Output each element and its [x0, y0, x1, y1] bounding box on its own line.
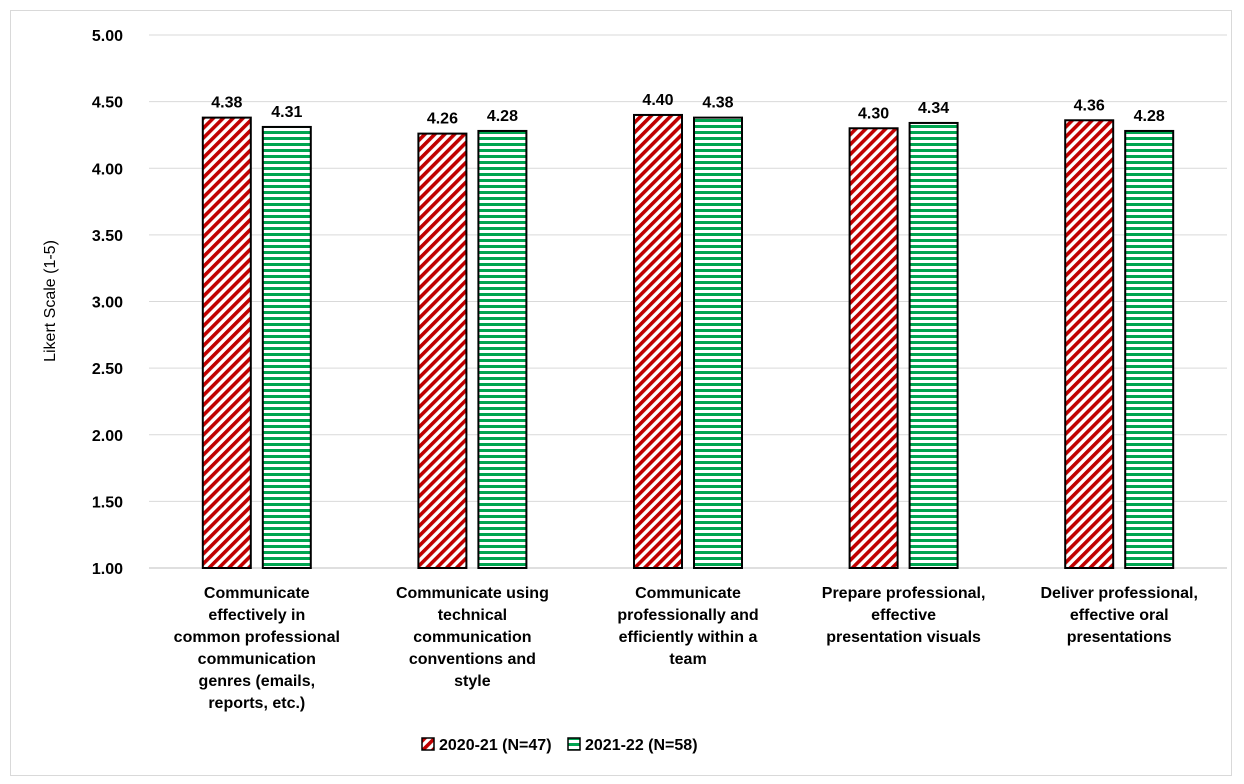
data-label: 4.40 — [642, 92, 673, 109]
y-tick-label: 1.50 — [92, 494, 123, 511]
data-labels: 4.38 4.31 4.26 4.28 4.40 4.38 4.30 4.34 4.36 4.28 — [211, 92, 1165, 128]
y-tick-label: 4.50 — [92, 95, 123, 112]
data-label: 4.28 — [1134, 108, 1165, 125]
y-tick-label: 5.00 — [92, 28, 123, 45]
data-label: 4.26 — [427, 111, 458, 128]
y-tick-label: 2.50 — [92, 361, 123, 378]
legend: 2020-21 (N=47) 2021-22 (N=58) — [421, 737, 698, 754]
bars — [201, 113, 1175, 570]
y-tick-label: 3.00 — [92, 295, 123, 312]
bar-series-2020-21 — [848, 127, 899, 570]
x-category-label: Communicate using technical communication c… — [396, 585, 549, 690]
bar-series-2021-22 — [693, 116, 743, 570]
bar-series-2020-21 — [201, 116, 252, 570]
gridlines — [149, 34, 1227, 569]
data-label: 4.38 — [702, 95, 733, 112]
data-label: 4.36 — [1074, 97, 1105, 114]
y-axis-title: Likert Scale (1-5) — [42, 240, 59, 362]
data-label: 4.30 — [858, 105, 889, 122]
legend-label: 2021-22 (N=58) — [585, 737, 698, 754]
data-label: 4.31 — [271, 104, 302, 121]
y-tick-label: 2.00 — [92, 428, 123, 445]
bar-series-2021-22 — [1124, 129, 1175, 569]
bar-series-2020-21 — [633, 113, 683, 569]
x-category-label: Communicate effectively in common professi… — [174, 585, 340, 712]
y-tick-label: 1.00 — [92, 561, 123, 578]
x-category-label: Deliver professional, effective oral prese… — [1041, 585, 1198, 646]
legend-label: 2020-21 (N=47) — [439, 737, 552, 754]
x-category-label: Communicate professionally and efficiently… — [617, 585, 758, 668]
bar-chart: 1.00 1.50 2.00 2.50 3.00 3.50 4.00 4.50 5.00 Lik… — [42, 28, 1227, 754]
data-label: 4.38 — [211, 95, 242, 112]
data-label: 4.28 — [487, 108, 518, 125]
data-label: 4.34 — [918, 100, 949, 117]
y-tick-label: 4.00 — [92, 161, 123, 178]
bar-series-2021-22 — [261, 125, 312, 569]
x-category-label: Prepare professional, effective presentati… — [822, 585, 986, 646]
bar-series-2020-21 — [1064, 119, 1115, 569]
legend-swatch — [421, 737, 435, 751]
bar-series-2020-21 — [417, 132, 468, 569]
bar-series-2021-22 — [477, 129, 528, 569]
bar-series-2021-22 — [908, 121, 959, 569]
y-axis-tick-labels: 1.00 1.50 2.00 2.50 3.00 3.50 4.00 4.50 5.00 — [92, 28, 123, 578]
y-tick-label: 3.50 — [92, 228, 123, 245]
chart-frame: 1.00 1.50 2.00 2.50 3.00 3.50 4.00 4.50 5.00 Lik… — [10, 10, 1232, 776]
x-axis-category-labels: Communicate effectively in common professi… — [174, 585, 1198, 712]
legend-swatch — [567, 737, 581, 751]
